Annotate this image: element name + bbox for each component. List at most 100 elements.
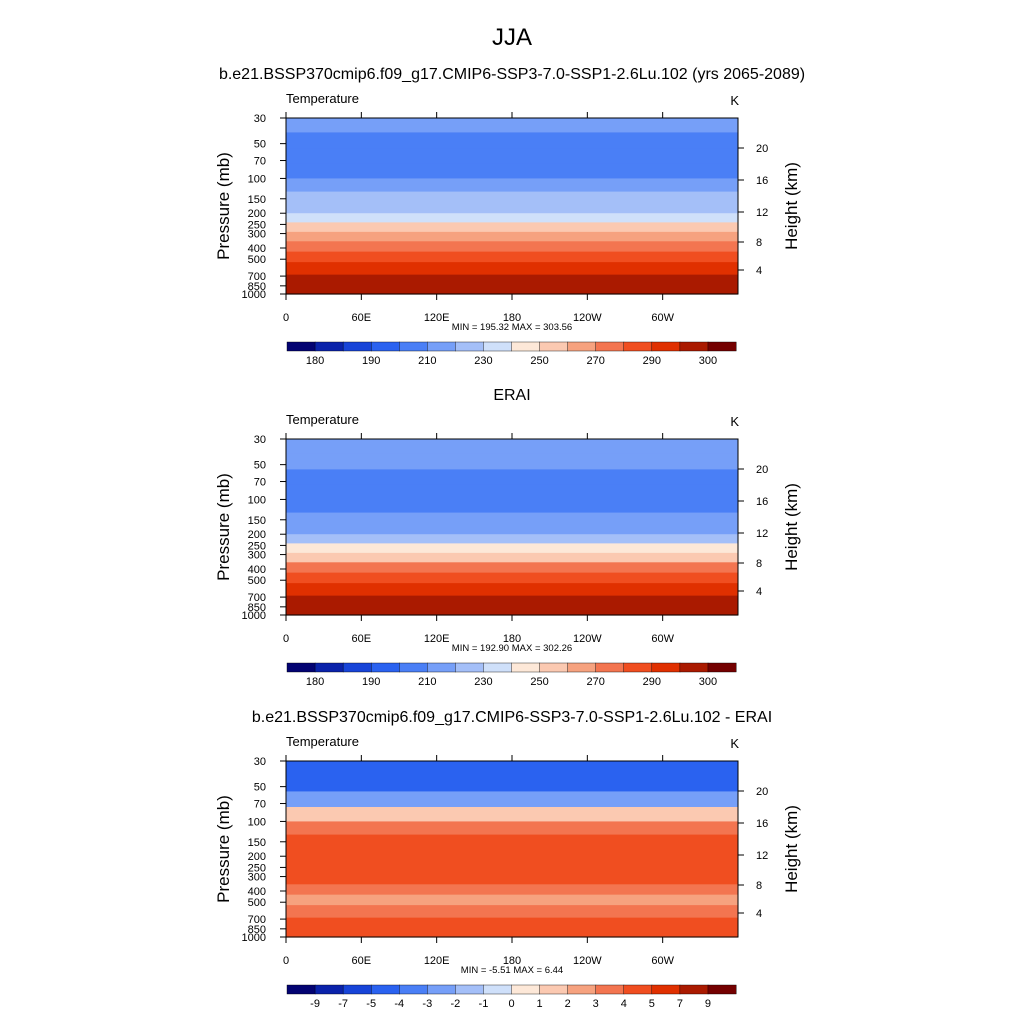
pressure-band (286, 552, 738, 563)
y-axis-title: Pressure (mb) (214, 795, 233, 903)
pressure-band (286, 834, 738, 846)
colorbar-segment (539, 341, 569, 352)
y-tick-label: 200 (248, 851, 266, 863)
colorbar-segment (623, 662, 653, 673)
colorbar-segment (595, 662, 625, 673)
x-tick-label: 0 (283, 955, 289, 967)
colorbar-label: 270 (587, 355, 605, 367)
y2-tick-label: 20 (756, 464, 768, 476)
colorbar-segment (286, 984, 316, 995)
y-tick-label: 100 (248, 816, 266, 828)
y-tick-label: 700 (248, 271, 266, 283)
colorbar-segment (679, 984, 709, 995)
pressure-band (286, 222, 738, 233)
colorbar-segment (455, 984, 484, 995)
colorbar-segment (286, 341, 316, 352)
y2-tick-label: 16 (756, 175, 768, 187)
panel-title: b.e21.BSSP370cmip6.f09_g17.CMIP6-SSP3-7.… (219, 66, 805, 83)
y-tick-label: 400 (248, 243, 266, 255)
pressure-band (286, 484, 738, 501)
y-tick-label: 250 (248, 540, 266, 552)
colorbar-segment (511, 341, 541, 352)
pressure-band (286, 583, 738, 597)
colorbar-segment (679, 341, 709, 352)
pressure-band (286, 262, 738, 276)
colorbar-label: 290 (643, 676, 661, 688)
colorbar-segment (511, 662, 541, 673)
y2-tick-label: 4 (756, 265, 762, 277)
colorbar-segment (483, 341, 512, 352)
pressure-band (286, 595, 738, 616)
y-tick-label: 100 (248, 173, 266, 185)
colorbar-segment (511, 984, 541, 995)
x-tick-label: 120E (424, 955, 450, 967)
colorbar-segment (427, 341, 456, 352)
y-tick-label: 200 (248, 208, 266, 220)
pressure-band (286, 499, 738, 514)
pressure-band (286, 791, 738, 808)
colorbar-label: 210 (418, 676, 436, 688)
y-tick-label: 100 (248, 494, 266, 506)
y-tick-label: 250 (248, 862, 266, 874)
y-tick-label: 50 (254, 139, 266, 151)
y2-tick-label: 4 (756, 908, 762, 920)
y-tick-label: 70 (254, 799, 266, 811)
colorbar-label: -5 (366, 998, 376, 1010)
y2-tick-label: 16 (756, 818, 768, 830)
panel-2: ERAI Temperature K 0 60E 120E 180 120W 60W 30 5… (214, 387, 801, 688)
pressure-band (286, 439, 738, 455)
colorbar-label: -9 (310, 998, 320, 1010)
y-tick-label: 500 (248, 575, 266, 587)
colorbar-segment (651, 662, 681, 673)
y-tick-label: 50 (254, 782, 266, 794)
y-tick-label: 70 (254, 477, 266, 489)
min-max-stats: MIN = 192.90 MAX = 302.26 (452, 643, 572, 654)
main-title: JJA (492, 24, 532, 51)
pressure-band (286, 865, 738, 876)
pressure-band (286, 163, 738, 180)
y-tick-label: 500 (248, 254, 266, 266)
colorbar-label: 250 (530, 676, 548, 688)
colorbar-segment (370, 984, 400, 995)
pressure-band (286, 512, 738, 524)
x-tick-label: 120W (573, 955, 602, 967)
colorbar-segment (399, 341, 428, 352)
colorbar-label: 180 (306, 355, 324, 367)
x-tick-label: 120E (424, 312, 450, 324)
colorbar-label: 270 (587, 676, 605, 688)
colorbar-segment (567, 662, 597, 673)
x-tick-label: 120E (424, 633, 450, 645)
colorbar-label: 250 (530, 355, 548, 367)
y-tick-label: 200 (248, 529, 266, 541)
colorbar-segment (370, 662, 400, 673)
colorbar-segment (427, 662, 456, 673)
colorbar-label: -3 (422, 998, 432, 1010)
y-tick-label: 850 (248, 602, 266, 614)
y-tick-label: 400 (248, 564, 266, 576)
y2-tick-label: 8 (756, 237, 762, 249)
pressure-band (286, 274, 738, 295)
y-tick-label: 70 (254, 156, 266, 168)
colorbar-label: 300 (699, 676, 717, 688)
y-tick-label: 30 (254, 756, 266, 768)
colorbar-segment (399, 662, 428, 673)
colorbar-segment (342, 341, 372, 352)
y2-axis-title: Height (km) (782, 483, 801, 571)
y2-tick-label: 12 (756, 207, 768, 219)
y-tick-label: 1000 (242, 289, 266, 301)
pressure-band (286, 523, 738, 535)
colorbar-segment (707, 984, 737, 995)
y-tick-label: 700 (248, 914, 266, 926)
y2-tick-label: 16 (756, 496, 768, 508)
colorbar-label: 230 (474, 676, 492, 688)
colorbar-segment (595, 341, 625, 352)
colorbar-label: 190 (362, 355, 380, 367)
pressure-band (286, 178, 738, 193)
colorbar-label: 1 (537, 998, 543, 1010)
colorbar-label: 5 (649, 998, 655, 1010)
y2-tick-label: 12 (756, 528, 768, 540)
pressure-band (286, 917, 738, 938)
x-tick-label: 180 (503, 955, 521, 967)
y2-axis-title: Height (km) (782, 805, 801, 893)
y2-tick-label: 8 (756, 558, 762, 570)
